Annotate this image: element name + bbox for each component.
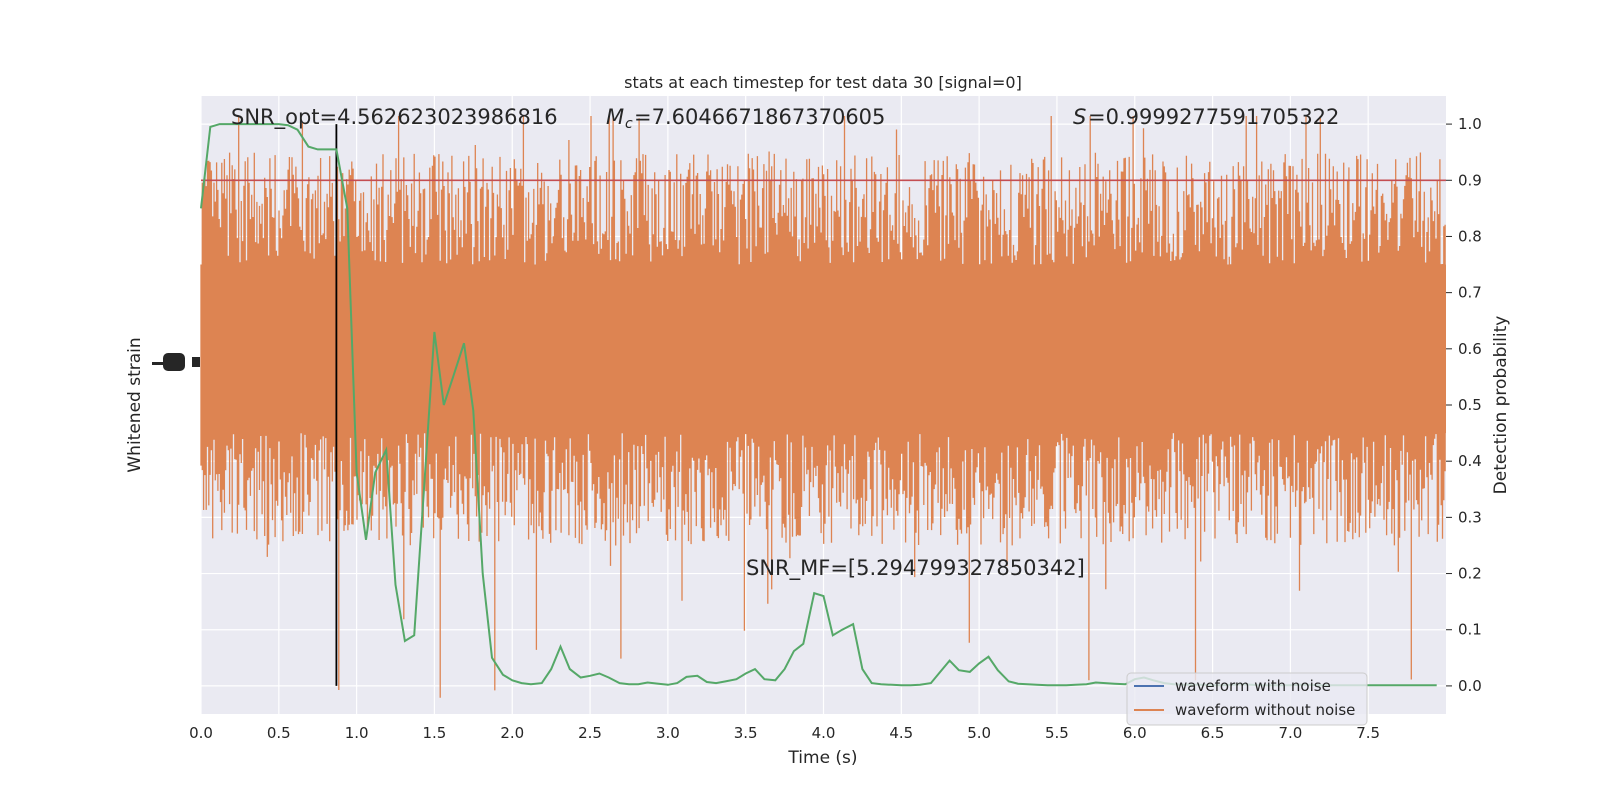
chart-title: stats at each timestep for test data 30 … <box>624 73 1022 92</box>
mc-annotation: M c =7.6046671867370605 <box>606 105 885 132</box>
y-tick-label: 0.5 <box>1458 396 1482 414</box>
legend-label-without-noise: waveform without noise <box>1175 701 1355 719</box>
x-tick-label: 3.0 <box>656 724 680 742</box>
legend-label-with-noise: waveform with noise <box>1175 677 1331 695</box>
y-right-axis-label: Detection probability <box>1491 316 1511 495</box>
mc-annotation-value: =7.6046671867370605 <box>634 105 885 129</box>
x-tick-label: 5.0 <box>967 724 991 742</box>
noise-band <box>200 116 1446 698</box>
x-tick-label: 0.0 <box>189 724 213 742</box>
x-tick-label: 3.5 <box>734 724 758 742</box>
y-tick-label: 0.0 <box>1458 677 1482 695</box>
y-tick-label: 0.8 <box>1458 227 1482 245</box>
x-tick-label: 6.0 <box>1123 724 1147 742</box>
x-tick-labels: 0.0 0.5 1.0 1.5 2.0 2.5 3.0 3.5 4.0 4.5 5.0 5.5 6.0 6… <box>189 724 1380 742</box>
svg-text:c: c <box>625 116 633 132</box>
svg-text:S: S <box>1073 105 1086 129</box>
x-tick-label: 7.5 <box>1356 724 1380 742</box>
x-tick-label: 6.5 <box>1201 724 1225 742</box>
x-tick-label: 0.5 <box>267 724 291 742</box>
x-tick-label: 2.5 <box>578 724 602 742</box>
x-tick-label: 5.5 <box>1045 724 1069 742</box>
y-left-axis-label: Whitened strain <box>125 337 145 472</box>
s-annotation: S =0.9999277591705322 <box>1073 105 1339 129</box>
x-tick-label: 2.0 <box>500 724 524 742</box>
x-tick-label: 7.0 <box>1278 724 1302 742</box>
left-axis-glyphs <box>152 353 200 371</box>
legend: waveform with noise waveform without noi… <box>1126 672 1368 726</box>
y-tick-label: 0.1 <box>1458 621 1482 639</box>
y-tick-label: 0.6 <box>1458 340 1482 358</box>
y-tick-label: 1.0 <box>1458 115 1482 133</box>
y-tick-label: 0.4 <box>1458 452 1482 470</box>
x-tick-label: 1.5 <box>423 724 447 742</box>
x-tick-label: 4.5 <box>889 724 913 742</box>
x-tick-label: 1.0 <box>345 724 369 742</box>
noise-waveform <box>200 116 1446 698</box>
x-tick-label: 4.0 <box>812 724 836 742</box>
svg-text:M: M <box>606 105 624 129</box>
snr-mf-annotation: SNR_MF=[5.294799327850342] <box>746 556 1085 581</box>
x-axis-label: Time (s) <box>787 748 857 768</box>
y-tick-label: 0.7 <box>1458 284 1482 302</box>
y-tick-label: 0.2 <box>1458 565 1482 583</box>
s-annotation-value: =0.9999277591705322 <box>1088 105 1339 129</box>
y-right-tick-labels: 0.0 0.1 0.2 0.3 0.4 0.5 0.6 0.7 0.8 0.9 1.0 <box>1446 115 1482 695</box>
snr-opt-annotation: SNR_opt=4.562623023986816 <box>231 105 558 130</box>
y-tick-label: 0.9 <box>1458 171 1482 189</box>
y-tick-label: 0.3 <box>1458 508 1482 526</box>
